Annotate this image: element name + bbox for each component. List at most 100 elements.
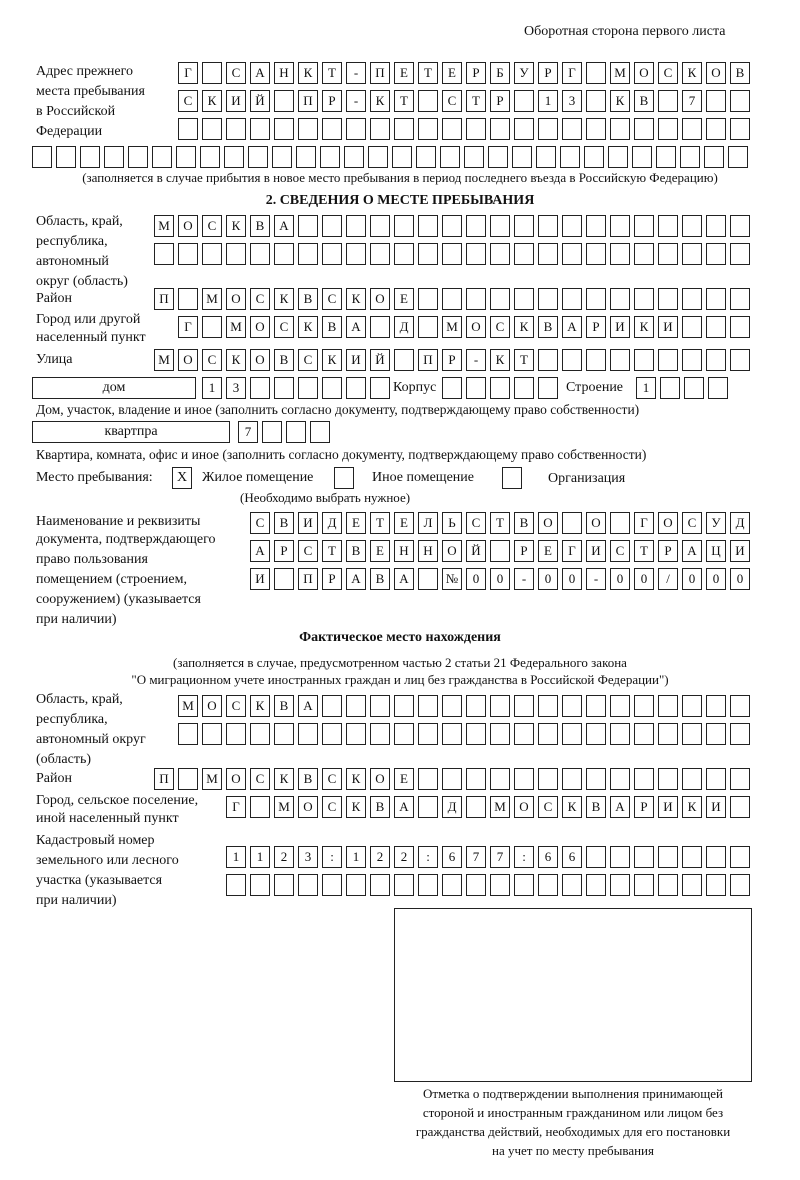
char-cell[interactable] <box>634 243 654 265</box>
char-cell[interactable] <box>466 215 486 237</box>
char-cell[interactable] <box>442 243 462 265</box>
char-cell[interactable]: Т <box>370 512 390 534</box>
char-cell[interactable] <box>466 723 486 745</box>
char-cell[interactable]: 3 <box>226 377 246 399</box>
char-cell[interactable] <box>226 723 246 745</box>
char-cell[interactable] <box>608 146 628 168</box>
char-cell[interactable]: К <box>250 695 270 717</box>
char-cell[interactable] <box>490 377 510 399</box>
char-cell[interactable]: Т <box>322 540 342 562</box>
char-cell[interactable] <box>344 146 364 168</box>
char-cell[interactable] <box>586 695 606 717</box>
char-cell[interactable] <box>706 846 726 868</box>
char-cell[interactable] <box>586 846 606 868</box>
char-cell[interactable] <box>418 288 438 310</box>
char-cell[interactable] <box>466 243 486 265</box>
char-cell[interactable] <box>586 243 606 265</box>
char-cell[interactable] <box>322 874 342 896</box>
char-cell[interactable] <box>562 288 582 310</box>
char-cell[interactable] <box>202 118 222 140</box>
char-cell[interactable]: 1 <box>346 846 366 868</box>
char-cell[interactable] <box>562 874 582 896</box>
char-cell[interactable] <box>610 874 630 896</box>
char-cell[interactable] <box>634 288 654 310</box>
char-cell[interactable] <box>272 146 292 168</box>
char-cell[interactable] <box>562 215 582 237</box>
char-cell[interactable]: И <box>658 316 678 338</box>
char-cell[interactable] <box>538 288 558 310</box>
char-cell[interactable] <box>298 243 318 265</box>
char-cell[interactable] <box>682 349 702 371</box>
char-cell[interactable]: Б <box>490 62 510 84</box>
char-cell[interactable] <box>298 874 318 896</box>
char-cell[interactable]: А <box>346 568 366 590</box>
char-cell[interactable]: 2 <box>370 846 390 868</box>
char-cell[interactable] <box>538 215 558 237</box>
char-cell[interactable] <box>706 768 726 790</box>
char-cell[interactable] <box>418 568 438 590</box>
char-cell[interactable]: Н <box>394 540 414 562</box>
char-cell[interactable]: А <box>298 695 318 717</box>
char-cell[interactable] <box>466 377 486 399</box>
char-cell[interactable] <box>610 215 630 237</box>
char-cell[interactable]: К <box>514 316 534 338</box>
char-cell[interactable] <box>658 118 678 140</box>
char-cell[interactable]: Т <box>490 512 510 534</box>
char-cell[interactable] <box>490 723 510 745</box>
char-cell[interactable] <box>562 768 582 790</box>
char-cell[interactable] <box>346 118 366 140</box>
char-cell[interactable] <box>658 695 678 717</box>
char-cell[interactable] <box>440 146 460 168</box>
char-cell[interactable] <box>250 796 270 818</box>
char-cell[interactable]: Е <box>394 288 414 310</box>
char-cell[interactable]: Р <box>442 349 462 371</box>
char-cell[interactable] <box>658 768 678 790</box>
char-cell[interactable] <box>514 768 534 790</box>
char-cell[interactable]: И <box>730 540 750 562</box>
char-cell[interactable] <box>610 768 630 790</box>
char-cell[interactable] <box>730 215 750 237</box>
char-cell[interactable] <box>730 243 750 265</box>
char-cell[interactable] <box>538 874 558 896</box>
char-cell[interactable] <box>226 243 246 265</box>
char-cell[interactable]: Р <box>490 90 510 112</box>
char-cell[interactable]: Р <box>514 540 534 562</box>
char-cell[interactable] <box>466 874 486 896</box>
char-cell[interactable]: С <box>322 288 342 310</box>
char-cell[interactable] <box>586 288 606 310</box>
char-cell[interactable] <box>514 90 534 112</box>
char-cell[interactable] <box>538 243 558 265</box>
char-cell[interactable]: К <box>298 62 318 84</box>
char-cell[interactable] <box>250 874 270 896</box>
char-cell[interactable] <box>538 768 558 790</box>
char-cell[interactable] <box>562 512 582 534</box>
char-cell[interactable] <box>202 723 222 745</box>
char-cell[interactable]: Р <box>586 316 606 338</box>
char-cell[interactable]: Е <box>538 540 558 562</box>
char-cell[interactable] <box>584 146 604 168</box>
char-cell[interactable] <box>586 90 606 112</box>
char-cell[interactable] <box>536 146 556 168</box>
char-cell[interactable] <box>442 723 462 745</box>
char-cell[interactable]: П <box>370 62 390 84</box>
char-cell[interactable]: Н <box>418 540 438 562</box>
char-cell[interactable]: М <box>442 316 462 338</box>
char-cell[interactable]: Р <box>322 568 342 590</box>
char-cell[interactable]: М <box>226 316 246 338</box>
char-cell[interactable] <box>394 349 414 371</box>
document-row-3[interactable]: И П Р А В А № 0 0-0 0-0 0/0 0 0 <box>250 568 754 590</box>
char-cell[interactable] <box>658 723 678 745</box>
char-cell[interactable] <box>730 846 750 868</box>
char-cell[interactable] <box>322 243 342 265</box>
structure-row[interactable]: 1 <box>636 377 732 399</box>
char-cell[interactable]: К <box>370 90 390 112</box>
char-cell[interactable] <box>418 723 438 745</box>
char-cell[interactable]: К <box>346 768 366 790</box>
char-cell[interactable] <box>346 695 366 717</box>
char-cell[interactable] <box>658 288 678 310</box>
char-cell[interactable] <box>202 243 222 265</box>
char-cell[interactable] <box>80 146 100 168</box>
actual-region-row-2[interactable] <box>178 723 754 745</box>
